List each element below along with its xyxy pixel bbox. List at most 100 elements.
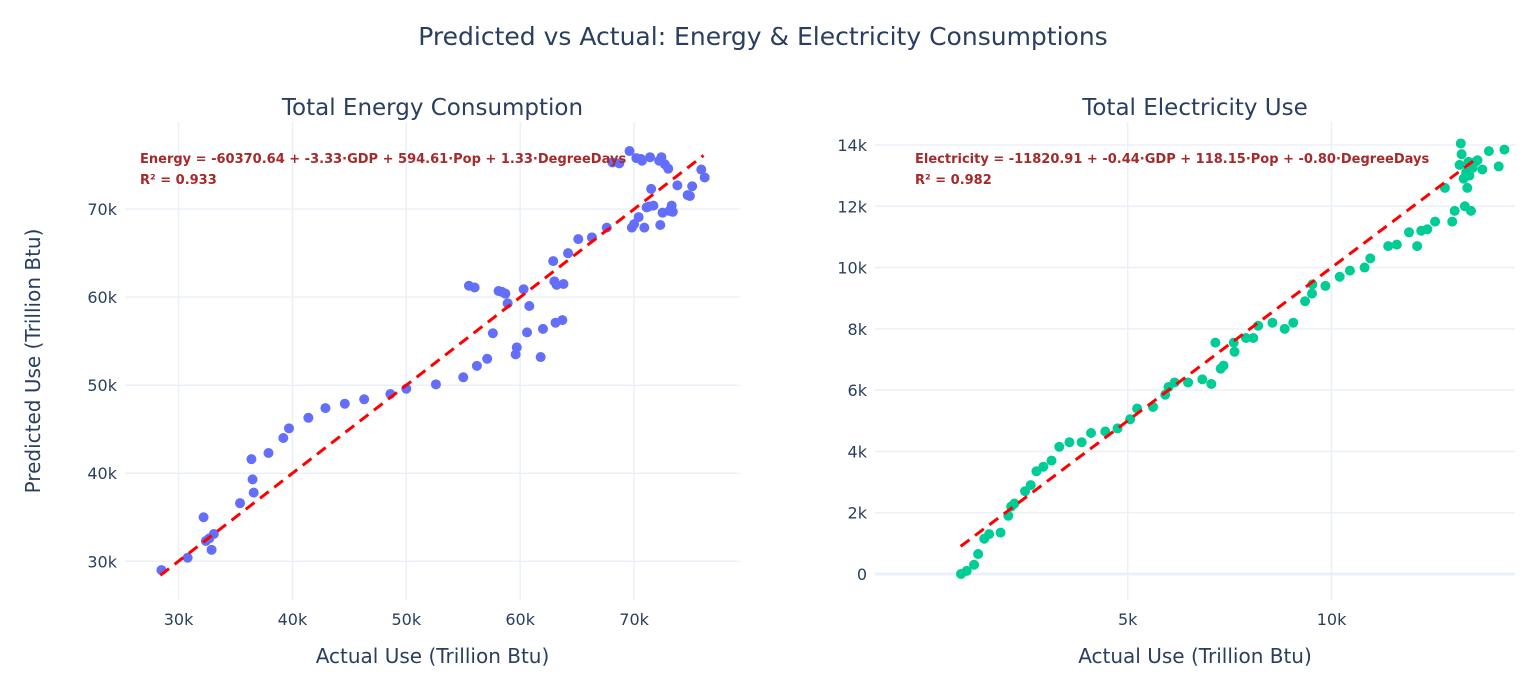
energy-data-point: [303, 412, 314, 423]
energy-xtick-label: 30k: [164, 610, 194, 629]
electricity-ytick-label: 14k: [837, 136, 867, 155]
energy-data-point: [198, 512, 209, 523]
energy-data-point: [339, 398, 350, 409]
electricity-ytick-label: 8k: [848, 320, 868, 339]
energy-data-point: [663, 163, 674, 174]
electricity-data-point: [1499, 144, 1510, 155]
electricity-data-point: [969, 559, 980, 570]
electricity-data-point: [1493, 161, 1504, 172]
electricity-data-point: [961, 565, 972, 576]
electricity-panel: 0 2k 4k 6k 8k 10k 12k 14k 5k 10k Total Electricity…: [837, 95, 1515, 668]
energy-data-point: [633, 212, 644, 223]
electricity-data-point: [1279, 323, 1290, 334]
energy-ytick-label: 30k: [87, 552, 117, 571]
electricity-data-point: [1456, 149, 1467, 160]
electricity-ytick-label: 12k: [837, 197, 867, 216]
electricity-data-point: [1206, 378, 1217, 389]
electricity-data-point: [1334, 271, 1345, 282]
electricity-data-point: [1465, 205, 1476, 216]
energy-data-point: [646, 183, 657, 194]
energy-data-point: [655, 219, 666, 230]
energy-data-point: [699, 172, 710, 183]
energy-data-point: [284, 423, 294, 434]
electricity-annotation-line: R² = 0.982: [915, 173, 992, 188]
energy-data-point: [471, 360, 482, 371]
energy-panel: 30k 40k 50k 60k 70k 30k 40k 50k 60k 70k Total Ener…: [21, 95, 740, 668]
electricity-data-point: [1365, 253, 1376, 264]
energy-data-point: [639, 222, 650, 233]
electricity-data-point: [1086, 428, 1097, 439]
electricity-annotation-line: Electricity = -11820.91 + -0.44·GDP + 11…: [915, 152, 1429, 167]
energy-data-point: [278, 433, 289, 444]
electricity-data-point: [1288, 317, 1299, 328]
energy-xtick-label: 50k: [391, 610, 421, 629]
energy-xtick-label: 40k: [278, 610, 308, 629]
electricity-fit-line: [959, 156, 1480, 548]
electricity-data-point: [1454, 159, 1465, 170]
electricity-data-point: [1462, 182, 1473, 193]
electricity-data-point: [1229, 346, 1240, 357]
electricity-xtick-label: 10k: [1317, 610, 1347, 629]
electricity-data-point: [1359, 262, 1370, 273]
energy-data-point: [235, 498, 246, 509]
energy-data-point: [248, 487, 259, 498]
energy-data-point: [548, 256, 559, 267]
electricity-data-point: [1320, 280, 1331, 291]
energy-data-point: [247, 474, 258, 485]
energy-data-point: [667, 206, 678, 217]
electricity-data-point: [1449, 205, 1460, 216]
energy-data-point: [645, 152, 656, 163]
energy-data-point: [637, 155, 648, 166]
electricity-data-point: [1404, 227, 1415, 238]
energy-fit-line: [159, 154, 705, 577]
energy-data-point: [518, 284, 529, 295]
electricity-data-point: [1183, 377, 1194, 388]
electricity-data-point: [984, 529, 995, 540]
energy-ytick-label: 50k: [87, 376, 117, 395]
energy-ytick-label: 40k: [87, 464, 117, 483]
energy-data-point: [563, 248, 574, 259]
electricity-data-point: [1197, 374, 1208, 385]
energy-data-point: [614, 158, 625, 169]
energy-data-point: [535, 352, 546, 363]
energy-ytick-label: 60k: [87, 288, 117, 307]
energy-data-point: [482, 353, 493, 364]
electricity-data-point: [1248, 333, 1259, 344]
electricity-data-point: [1038, 461, 1049, 472]
electricity-data-point: [973, 549, 984, 560]
electricity-data-point: [1383, 241, 1394, 252]
energy-data-point: [359, 394, 370, 405]
energy-data-point: [696, 164, 707, 175]
energy-data-point: [558, 278, 569, 289]
energy-data-point: [684, 190, 695, 201]
energy-data-point: [182, 552, 193, 563]
energy-y-axis-title: Predicted Use (Trillion Btu): [21, 229, 45, 494]
electricity-data-point: [1076, 437, 1087, 448]
electricity-data-point: [1009, 498, 1020, 509]
electricity-data-point: [1472, 155, 1483, 166]
energy-data-point: [246, 454, 257, 465]
electricity-data-point: [1267, 317, 1278, 328]
electricity-data-point: [1391, 239, 1402, 250]
electricity-data-point: [1447, 216, 1458, 227]
electricity-data-point: [1422, 224, 1433, 235]
energy-x-axis-title: Actual Use (Trillion Btu): [316, 644, 550, 668]
energy-data-point: [524, 300, 535, 311]
electricity-data-point: [1046, 455, 1057, 466]
energy-data-point: [511, 342, 522, 353]
electricity-data-point: [1025, 480, 1036, 491]
electricity-data-point: [995, 527, 1006, 538]
electricity-data-point: [1464, 170, 1475, 181]
electricity-ytick-label: 2k: [848, 504, 868, 523]
electricity-data-point: [1430, 216, 1441, 227]
electricity-data-point: [1483, 146, 1494, 157]
energy-data-point: [206, 544, 217, 555]
energy-data-point: [469, 282, 480, 293]
electricity-ytick-label: 0: [857, 565, 867, 584]
energy-data-point: [487, 328, 498, 339]
energy-annotation-line: Energy = -60370.64 + -3.33·GDP + 594.61·…: [140, 152, 626, 167]
electricity-ytick-label: 4k: [848, 442, 868, 461]
electricity-data-point: [1218, 360, 1229, 371]
electricity-data-point: [1455, 138, 1466, 149]
